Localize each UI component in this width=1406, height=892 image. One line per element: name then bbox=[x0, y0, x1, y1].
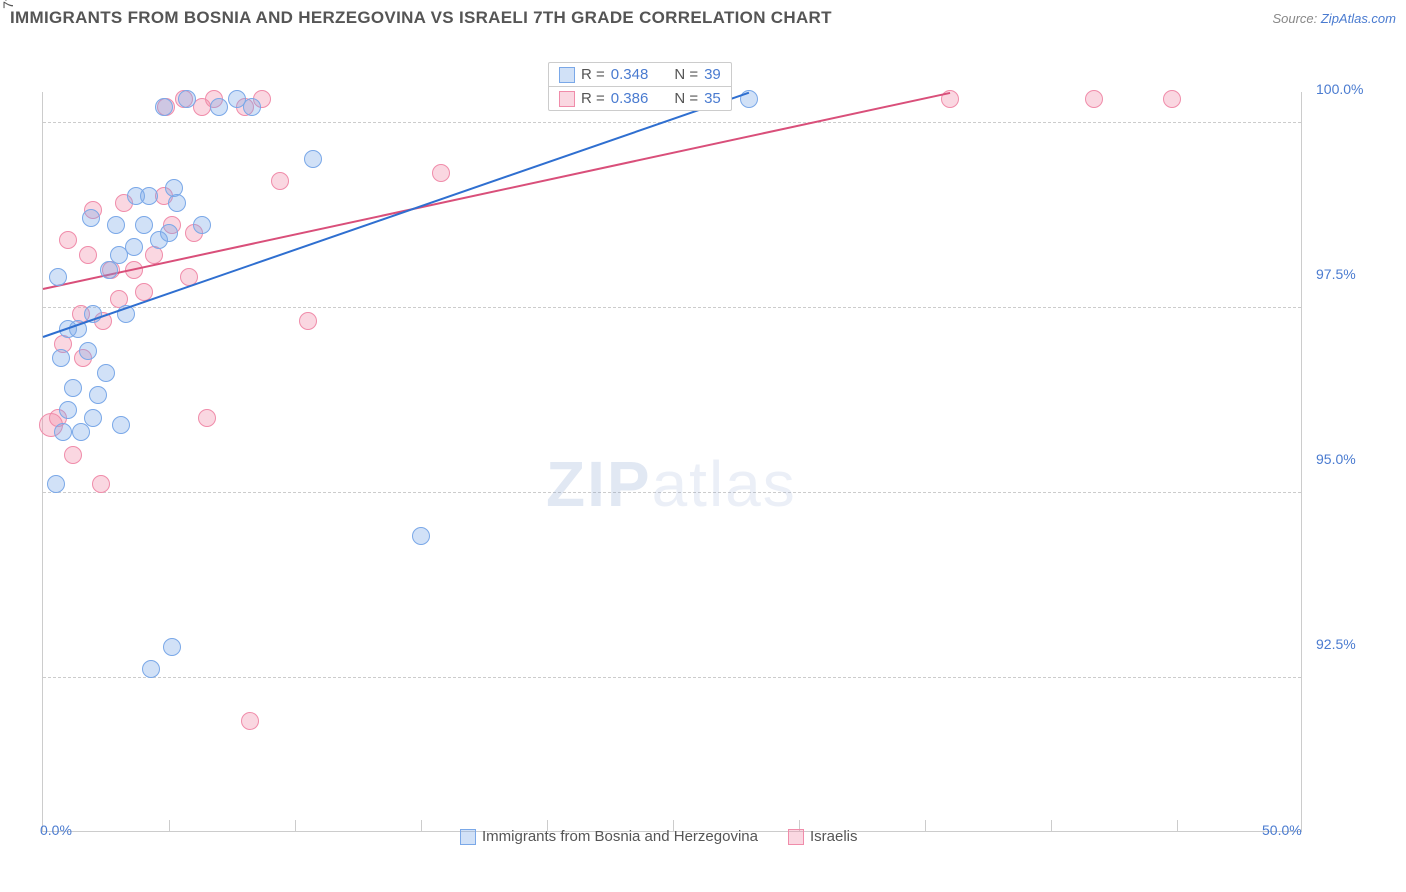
data-point bbox=[97, 364, 115, 382]
legend-label: Immigrants from Bosnia and Herzegovina bbox=[482, 828, 758, 845]
data-point bbox=[92, 475, 110, 493]
legend-swatch bbox=[559, 91, 575, 107]
gridline-v bbox=[295, 820, 296, 832]
data-point bbox=[178, 90, 196, 108]
data-point bbox=[210, 98, 228, 116]
legend-item: Israelis bbox=[788, 828, 858, 845]
data-point bbox=[72, 423, 90, 441]
data-point bbox=[299, 312, 317, 330]
data-point bbox=[64, 379, 82, 397]
data-point bbox=[140, 187, 158, 205]
chart-title: IMMIGRANTS FROM BOSNIA AND HERZEGOVINA V… bbox=[10, 8, 832, 28]
x-tick-label: 50.0% bbox=[1262, 822, 1302, 838]
data-point bbox=[47, 475, 65, 493]
data-point bbox=[125, 238, 143, 256]
legend-item: Immigrants from Bosnia and Herzegovina bbox=[460, 828, 758, 845]
gridline-v bbox=[925, 820, 926, 832]
data-point bbox=[243, 98, 261, 116]
gridline-v bbox=[169, 820, 170, 832]
data-point bbox=[49, 268, 67, 286]
source-link[interactable]: ZipAtlas.com bbox=[1321, 11, 1396, 26]
watermark: ZIPatlas bbox=[546, 447, 797, 521]
legend-swatch bbox=[559, 67, 575, 83]
trend-line bbox=[43, 92, 749, 338]
legend-label: Israelis bbox=[810, 828, 858, 845]
data-point bbox=[135, 216, 153, 234]
data-point bbox=[1163, 90, 1181, 108]
data-point bbox=[1085, 90, 1103, 108]
y-tick-label: 100.0% bbox=[1316, 81, 1363, 97]
data-point bbox=[160, 224, 178, 242]
data-point bbox=[271, 172, 289, 190]
data-point bbox=[79, 342, 97, 360]
data-point bbox=[432, 164, 450, 182]
correlation-legend: R = 0.348N = 39R = 0.386N = 35 bbox=[548, 62, 732, 111]
data-point bbox=[59, 231, 77, 249]
data-point bbox=[163, 638, 181, 656]
legend-swatch bbox=[788, 829, 804, 845]
data-point bbox=[82, 209, 100, 227]
data-point bbox=[59, 401, 77, 419]
data-point bbox=[54, 423, 72, 441]
data-point bbox=[64, 446, 82, 464]
data-point bbox=[52, 349, 70, 367]
gridline-v bbox=[1051, 820, 1052, 832]
legend-row: R = 0.386N = 35 bbox=[549, 87, 731, 110]
data-point bbox=[79, 246, 97, 264]
y-tick-label: 97.5% bbox=[1316, 266, 1356, 282]
gridline-h bbox=[43, 677, 1301, 678]
data-point bbox=[165, 179, 183, 197]
source-label: Source: ZipAtlas.com bbox=[1272, 11, 1396, 26]
data-point bbox=[84, 409, 102, 427]
y-tick-label: 92.5% bbox=[1316, 636, 1356, 652]
data-point bbox=[198, 409, 216, 427]
gridline-h bbox=[43, 307, 1301, 308]
gridline-h bbox=[43, 122, 1301, 123]
gridline-v bbox=[421, 820, 422, 832]
x-tick-label: 0.0% bbox=[40, 822, 72, 838]
data-point bbox=[193, 216, 211, 234]
data-point bbox=[241, 712, 259, 730]
data-point bbox=[155, 98, 173, 116]
legend-swatch bbox=[460, 829, 476, 845]
data-point bbox=[304, 150, 322, 168]
series-legend: Immigrants from Bosnia and Herzegovina Is… bbox=[460, 828, 857, 845]
data-point bbox=[412, 527, 430, 545]
gridline-v bbox=[1177, 820, 1178, 832]
data-point bbox=[112, 416, 130, 434]
data-point bbox=[89, 386, 107, 404]
data-point bbox=[142, 660, 160, 678]
y-tick-label: 95.0% bbox=[1316, 451, 1356, 467]
legend-row: R = 0.348N = 39 bbox=[549, 63, 731, 87]
y-axis-label: 7th Grade bbox=[0, 0, 16, 9]
data-point bbox=[107, 216, 125, 234]
